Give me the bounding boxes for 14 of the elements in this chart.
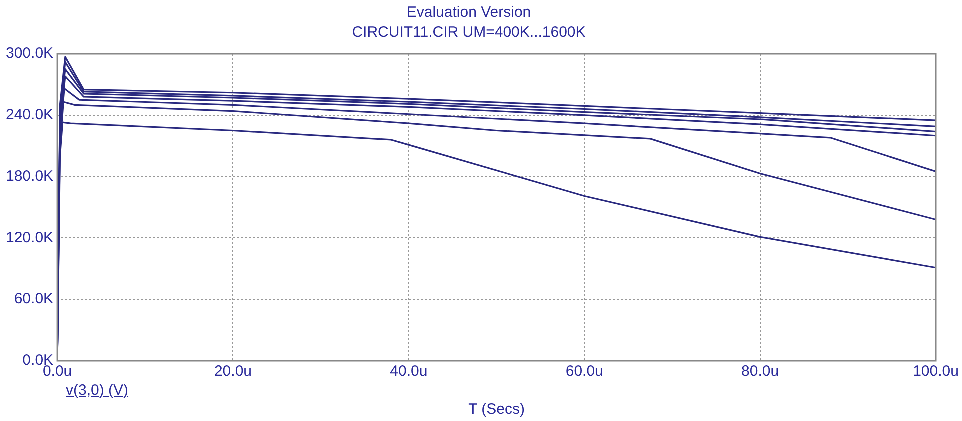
x-tick-label: 80.0u — [742, 363, 780, 380]
y-tick-label: 300.0K — [6, 45, 54, 62]
chart-subtitle: CIRCUIT11.CIR UM=400K...1600K — [352, 24, 586, 42]
x-tick-label: 100.0u — [913, 363, 959, 380]
x-tick-label: 40.0u — [390, 363, 428, 380]
y-tick-label: 60.0K — [14, 290, 54, 308]
chart-title: Evaluation Version — [406, 4, 532, 22]
x-axis-title: T (Secs) — [468, 401, 525, 418]
y-tick-label: 240.0K — [6, 106, 54, 124]
x-tick-label: 60.0u — [566, 363, 604, 380]
x-tick-label: 20.0u — [214, 363, 252, 380]
y-tick-label: 180.0K — [6, 168, 54, 185]
y-tick-label: 120.0K — [6, 229, 54, 246]
text: v(3,0) (V) — [66, 382, 129, 399]
